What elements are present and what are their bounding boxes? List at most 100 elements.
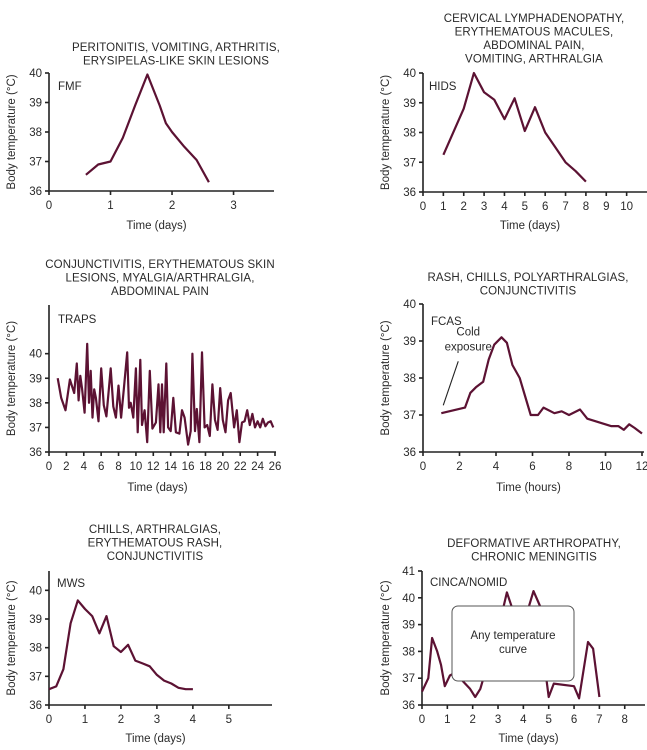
- chart-panel-fcas: RASH, CHILLS, POLYARTHRALGIAS, CONJUNCTIV…: [380, 272, 647, 494]
- y-tick-label: 39: [29, 98, 42, 110]
- series-line: [48, 599, 193, 691]
- y-tick-label: 38: [402, 646, 415, 658]
- y-tick-label: 38: [29, 127, 42, 139]
- x-tick-label: 4: [81, 461, 88, 473]
- chart-panel-fmf: PERITONITIS, VOMITING, ARTHRITIS, ERYSIPE…: [6, 42, 280, 232]
- chart-title-line: CHILLS, ARTHRALGIAS,: [89, 524, 221, 536]
- x-tick-label: 0: [420, 201, 426, 213]
- chart-title-line: CERVICAL LYMPHADENOPATHY,: [444, 13, 625, 25]
- x-tick-label: 8: [115, 461, 121, 473]
- x-tick-label: 2: [63, 461, 69, 473]
- chart-title-line: CHRONIC MENINGITIS: [471, 552, 597, 564]
- chart-title: CHILLS, ARTHRALGIAS, ERYTHEMATOUS RASH, CO…: [88, 524, 223, 563]
- chart-title-line: CONJUNCTIVITIS: [107, 551, 204, 563]
- chart-title-line: ERYTHEMATOUS RASH,: [88, 538, 223, 550]
- series-line: [85, 73, 210, 183]
- x-tick-label: 3: [481, 201, 487, 213]
- x-tick-label: 4: [501, 201, 508, 213]
- x-tick-label: 3: [154, 714, 160, 726]
- chart-title-line: CONJUNCTIVITIS: [480, 286, 577, 298]
- x-tick-label: 8: [566, 461, 572, 473]
- y-tick-label: 38: [29, 643, 42, 655]
- x-tick-label: 5: [546, 714, 552, 726]
- x-tick-label: 0: [420, 461, 426, 473]
- x-tick-label: 24: [251, 461, 264, 473]
- x-axis-label: Time (days): [127, 482, 187, 494]
- y-tick-label: 40: [29, 585, 42, 597]
- chart-title: DEFORMATIVE ARTHROPATHY, CHRONIC MENINGIT…: [447, 538, 621, 564]
- y-axis-label: Body temperature (°C): [6, 74, 18, 189]
- x-tick-label: 3: [230, 200, 236, 212]
- chart-title-line: ERYTHEMATOUS MACULES,: [455, 27, 614, 39]
- y-tick-label: 40: [29, 349, 42, 361]
- annotation-line: exposure: [445, 341, 492, 353]
- y-tick-label: 39: [403, 98, 416, 110]
- annotation-line: Cold: [456, 326, 480, 338]
- x-tick-label: 18: [199, 461, 212, 473]
- x-axis-label: Time (days): [126, 220, 186, 232]
- x-tick-label: 0: [46, 200, 52, 212]
- x-tick-label: 0: [46, 461, 52, 473]
- x-tick-label: 0: [46, 714, 52, 726]
- y-axis-label: Body temperature (°C): [380, 320, 392, 435]
- chart-panel-hids: CERVICAL LYMPHADENOPATHY, ERYTHEMATOUS MA…: [380, 13, 647, 232]
- x-tick-label: 12: [147, 461, 160, 473]
- panel-label: FCAS: [431, 316, 462, 328]
- y-tick-label: 37: [29, 157, 42, 169]
- annotation-pointer: [442, 361, 459, 406]
- chart-title-line: LESIONS, MYALGIA/ARTHRALGIA,: [66, 273, 255, 285]
- x-tick-label: 4: [520, 714, 527, 726]
- chart-panel-traps: CONJUNCTIVITIS, ERYTHEMATOUS SKIN LESIONS…: [6, 259, 281, 494]
- x-tick-label: 4: [493, 461, 500, 473]
- x-tick-label: 3: [495, 714, 501, 726]
- x-tick-label: 22: [234, 461, 247, 473]
- x-tick-label: 14: [164, 461, 177, 473]
- chart-panel-cinca-nomid: DEFORMATIVE ARTHROPATHY, CHRONIC MENINGIT…: [380, 538, 645, 745]
- x-tick-label: 2: [469, 714, 475, 726]
- y-tick-label: 39: [403, 336, 416, 348]
- chart-title: RASH, CHILLS, POLYARTHRALGIAS, CONJUNCTIV…: [427, 272, 628, 298]
- chart-title-line: ABDOMINAL PAIN: [111, 286, 209, 298]
- panel-label: HIDS: [429, 81, 457, 93]
- x-tick-label: 1: [82, 714, 88, 726]
- x-tick-label: 1: [107, 200, 113, 212]
- panel-label: MWS: [57, 578, 85, 590]
- chart-title: CERVICAL LYMPHADENOPATHY, ERYTHEMATOUS MA…: [444, 13, 625, 66]
- x-tick-label: 2: [169, 200, 175, 212]
- chart-title-line: ABDOMINAL PAIN,: [483, 40, 584, 52]
- panel-label: TRAPS: [58, 314, 97, 326]
- y-tick-label: 36: [29, 186, 42, 198]
- x-tick-label: 9: [603, 201, 609, 213]
- overlay-box-text: Any temperature curve: [470, 630, 555, 656]
- x-tick-label: 10: [599, 461, 612, 473]
- overlay-box: [451, 605, 575, 682]
- x-tick-label: 6: [571, 714, 577, 726]
- x-tick-label: 16: [182, 461, 195, 473]
- x-tick-label: 12: [636, 461, 647, 473]
- panel-label: FMF: [58, 81, 82, 93]
- x-axis-label: Time (days): [498, 733, 558, 745]
- y-tick-label: 39: [29, 614, 42, 626]
- y-tick-label: 37: [403, 157, 416, 169]
- x-tick-label: 7: [596, 714, 602, 726]
- series-line: [442, 71, 587, 183]
- y-tick-label: 38: [403, 128, 416, 140]
- x-tick-label: 1: [444, 714, 450, 726]
- x-tick-label: 6: [529, 461, 535, 473]
- chart-title: CONJUNCTIVITIS, ERYTHEMATOUS SKIN LESIONS…: [45, 259, 275, 298]
- chart-title-line: RASH, CHILLS, POLYARTHRALGIAS,: [427, 272, 628, 284]
- y-axis-label: Body temperature (°C): [6, 580, 18, 695]
- y-tick-label: 37: [29, 671, 42, 683]
- y-tick-label: 36: [402, 700, 415, 712]
- y-tick-label: 37: [29, 422, 42, 434]
- chart-title-line: CONJUNCTIVITIS, ERYTHEMATOUS SKIN: [45, 259, 275, 271]
- y-tick-label: 40: [29, 68, 42, 80]
- x-tick-label: 2: [456, 461, 462, 473]
- y-tick-label: 40: [402, 593, 415, 605]
- x-tick-label: 4: [190, 714, 197, 726]
- chart-title-line: VOMITING, ARTHRALGIA: [465, 54, 603, 66]
- x-tick-label: 2: [461, 201, 467, 213]
- y-tick-label: 36: [29, 447, 42, 459]
- y-axis-label: Body temperature (°C): [380, 75, 392, 190]
